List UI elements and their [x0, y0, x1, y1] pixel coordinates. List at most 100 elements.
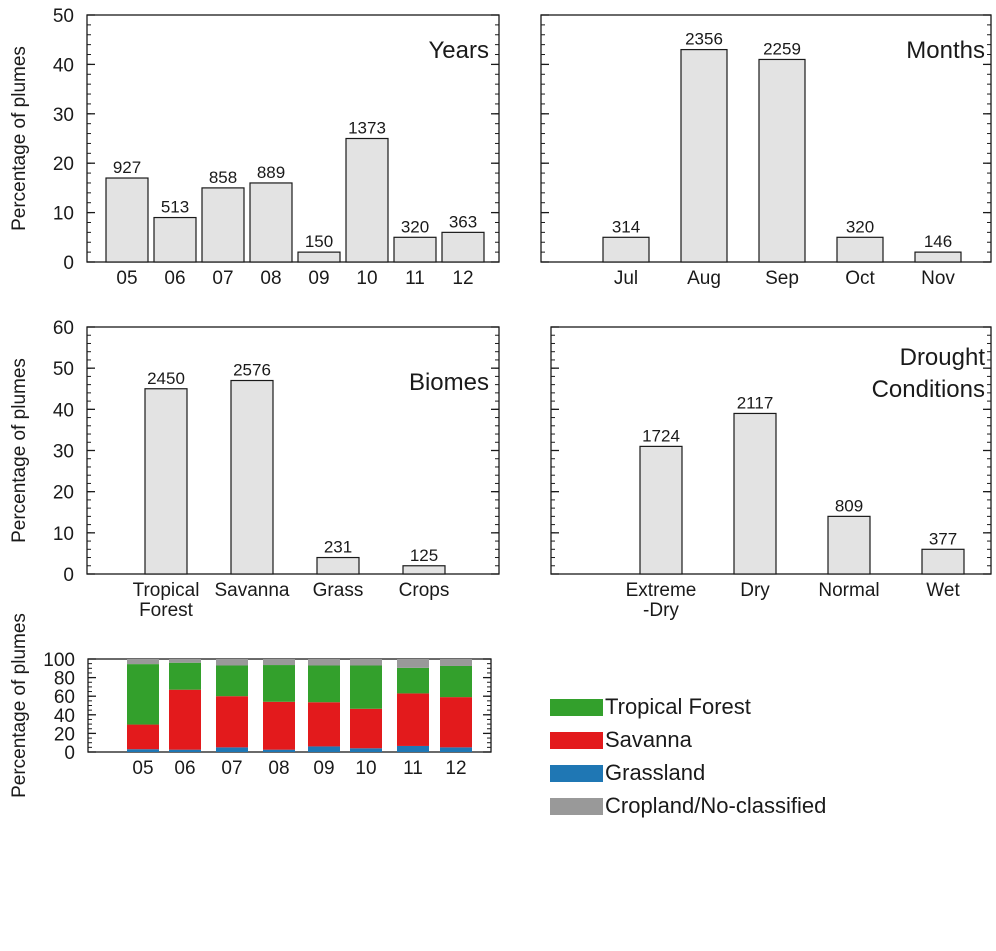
panel-title: Conditions — [872, 376, 985, 403]
stacked-bar-segment — [216, 659, 248, 666]
bar-data-label: 513 — [161, 198, 189, 217]
plot-frame — [86, 14, 500, 263]
x-tick-label: 12 — [445, 758, 466, 779]
stacked-bar-segment — [397, 659, 429, 668]
stacked-bar-segment — [397, 745, 429, 752]
stacked-bar-segment — [263, 659, 295, 666]
stacked-bar-segment — [440, 665, 472, 698]
legend-label: Savanna — [605, 727, 693, 752]
bar — [393, 236, 437, 263]
y-tick-label: 20 — [53, 154, 74, 175]
bar-data-label: 2259 — [763, 39, 801, 58]
y-tick-label: 20 — [54, 724, 75, 745]
bar-data-label: 314 — [612, 217, 640, 236]
y-tick-label: 40 — [53, 400, 74, 421]
bar — [639, 445, 683, 575]
stacked-bar-segment — [127, 659, 159, 665]
bar-data-label: 231 — [324, 538, 352, 557]
y-tick-label: 80 — [54, 669, 75, 690]
bar — [144, 388, 188, 575]
x-tick-label: 12 — [452, 268, 473, 289]
stacked-bar-segment — [308, 659, 340, 666]
x-tick-label: Extreme — [626, 580, 697, 601]
stacked-bar-segment — [169, 662, 201, 690]
legend-label: Cropland/No-classified — [605, 793, 826, 818]
y-tick-label: 10 — [53, 524, 74, 545]
bar — [316, 556, 360, 575]
x-tick-label: Forest — [139, 600, 194, 621]
bar-data-label: 150 — [305, 232, 333, 251]
bar — [402, 565, 446, 575]
bar — [733, 412, 777, 575]
legend-swatch — [550, 732, 603, 749]
bar-data-label: 858 — [209, 168, 237, 187]
y-axis-label: Percentage of plumes — [9, 358, 30, 543]
x-tick-label: 08 — [260, 268, 281, 289]
bar — [345, 137, 389, 263]
x-tick-label: 06 — [174, 758, 195, 779]
x-tick-label: 07 — [221, 758, 242, 779]
y-axis-label: Percentage of plumes — [9, 46, 30, 231]
bar-data-label: 809 — [835, 496, 863, 515]
y-tick-label: 10 — [53, 204, 74, 225]
x-tick-label: 08 — [268, 758, 289, 779]
stacked-bar-segment — [127, 724, 159, 750]
stacked-bar-segment — [169, 689, 201, 750]
x-tick-label: 09 — [308, 268, 329, 289]
stacked-bar-segment — [263, 665, 295, 702]
bar — [153, 216, 197, 263]
stacked-bar-segment — [216, 665, 248, 697]
stacked-bar-segment — [350, 748, 382, 752]
panel-title: Biomes — [409, 369, 489, 396]
drought-panel: 1724 Extreme-Dry 2117 Dry 809 Normal 377 Wet Dro… — [550, 326, 992, 621]
x-tick-label: Dry — [740, 580, 770, 601]
bar-data-label: 125 — [410, 546, 438, 565]
y-tick-label: 40 — [53, 55, 74, 76]
bar-data-label: 1373 — [348, 119, 386, 138]
legend-swatch — [550, 765, 603, 782]
stacked-bar-segment — [127, 664, 159, 725]
x-tick-label: 09 — [313, 758, 334, 779]
panel-title: Years — [429, 37, 490, 64]
x-tick-label: Oct — [845, 268, 875, 289]
bar — [914, 251, 962, 263]
legend-label: Grassland — [605, 760, 705, 785]
bar — [827, 515, 871, 575]
stacked-bar-segment — [308, 702, 340, 747]
y-tick-label: 0 — [63, 253, 74, 274]
legend: Tropical Forest Savanna Grassland Cropland/… — [550, 694, 826, 818]
y-tick-label: 40 — [54, 706, 75, 727]
x-tick-label: Wet — [926, 580, 960, 601]
bar — [680, 48, 728, 263]
x-tick-label: 05 — [116, 268, 137, 289]
y-tick-label: 50 — [53, 359, 74, 380]
bar-data-label: 2356 — [685, 30, 723, 49]
panel-title: Drought — [900, 344, 986, 371]
bar-data-label: 363 — [449, 212, 477, 231]
y-tick-label: 20 — [53, 483, 74, 504]
bar — [249, 182, 293, 263]
bar-data-label: 320 — [401, 217, 429, 236]
x-tick-label: Savanna — [214, 580, 289, 601]
legend-label: Tropical Forest — [605, 694, 751, 719]
stacked-bar-segment — [397, 693, 429, 746]
stacked-bar-segment — [350, 708, 382, 749]
months-panel: 314 Jul 2356 Aug 2259 Sep 320 Oct 146 Nov Months — [540, 14, 992, 289]
y-tick-label: 0 — [63, 565, 74, 586]
bar-data-label: 377 — [929, 529, 957, 548]
stacked-bar-segment — [350, 665, 382, 709]
bar-data-label: 2450 — [147, 369, 185, 388]
y-tick-label: 30 — [53, 442, 74, 463]
bar — [836, 236, 884, 263]
stacked-bar-segment — [308, 665, 340, 703]
bar — [441, 231, 485, 263]
x-tick-label: Aug — [687, 268, 721, 289]
bar — [230, 379, 274, 575]
stacked-bar-segment — [127, 749, 159, 752]
bar-data-label: 2117 — [737, 393, 774, 412]
y-tick-label: 50 — [53, 6, 74, 27]
x-tick-label: 06 — [164, 268, 185, 289]
bar — [105, 177, 149, 263]
